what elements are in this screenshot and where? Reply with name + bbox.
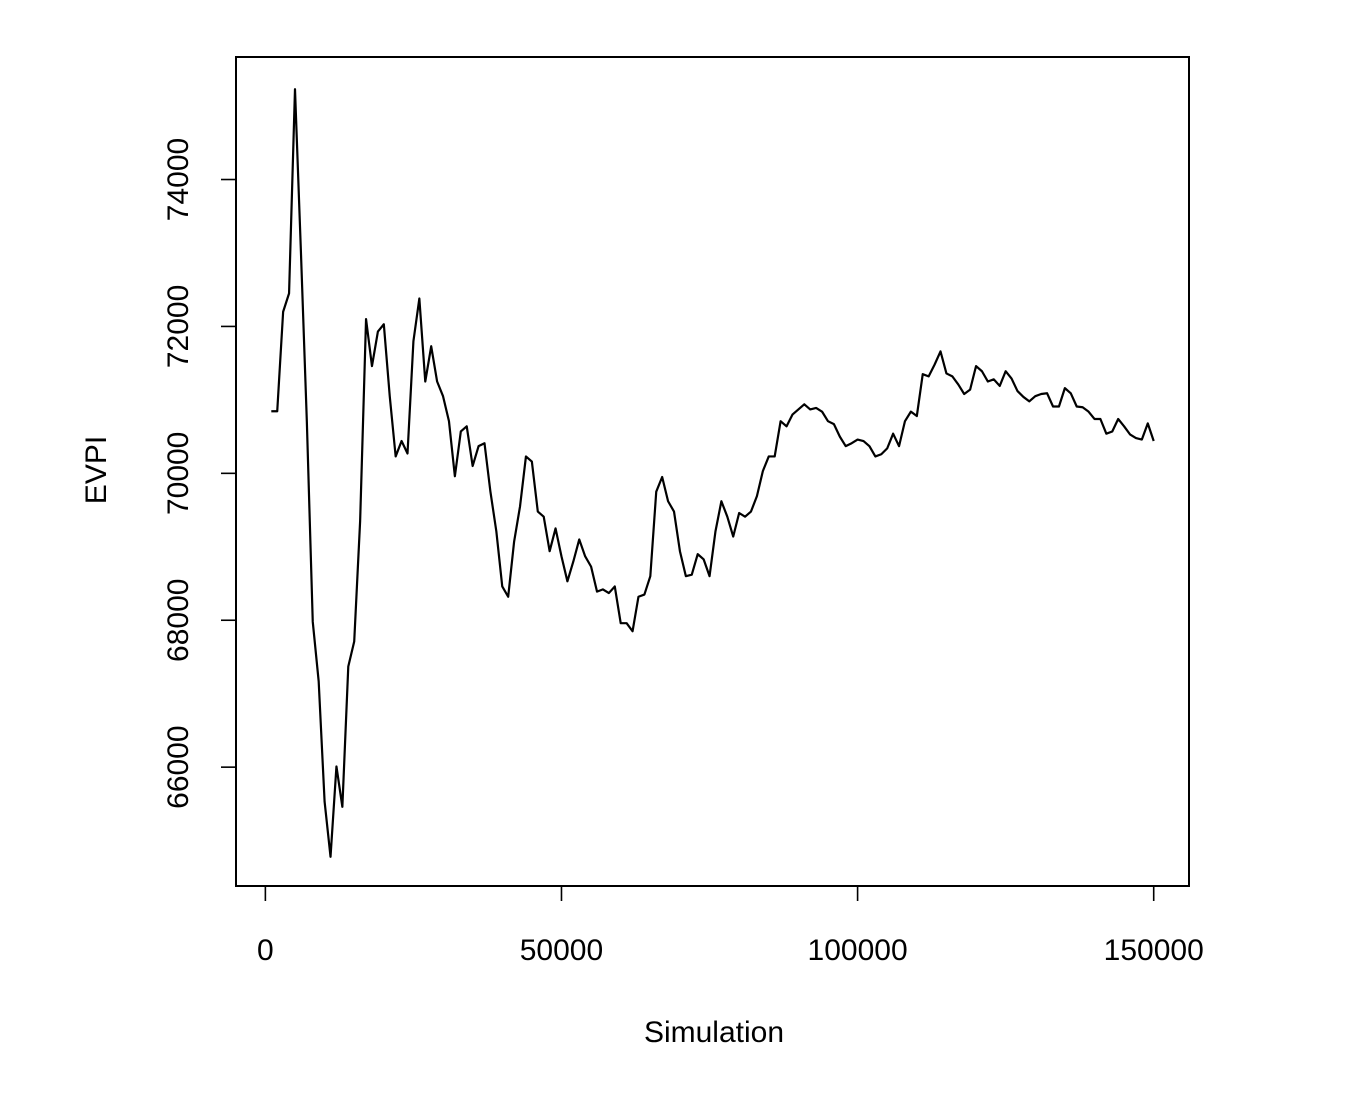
y-tick-label: 68000 (162, 579, 195, 662)
y-tick-label: 70000 (162, 432, 195, 515)
y-tick-label: 66000 (162, 725, 195, 808)
x-tick-label: 150000 (1104, 934, 1204, 967)
x-tick-label: 50000 (520, 934, 603, 967)
series-line (271, 88, 1155, 858)
y-axis-label: EVPI (80, 436, 113, 504)
plot-frame (235, 56, 1190, 887)
y-tick-label: 74000 (162, 138, 195, 221)
y-tick-label: 72000 (162, 285, 195, 368)
x-tick-label: 0 (257, 934, 274, 967)
x-axis-label: Simulation (644, 1016, 784, 1049)
x-tick-label: 100000 (808, 934, 908, 967)
